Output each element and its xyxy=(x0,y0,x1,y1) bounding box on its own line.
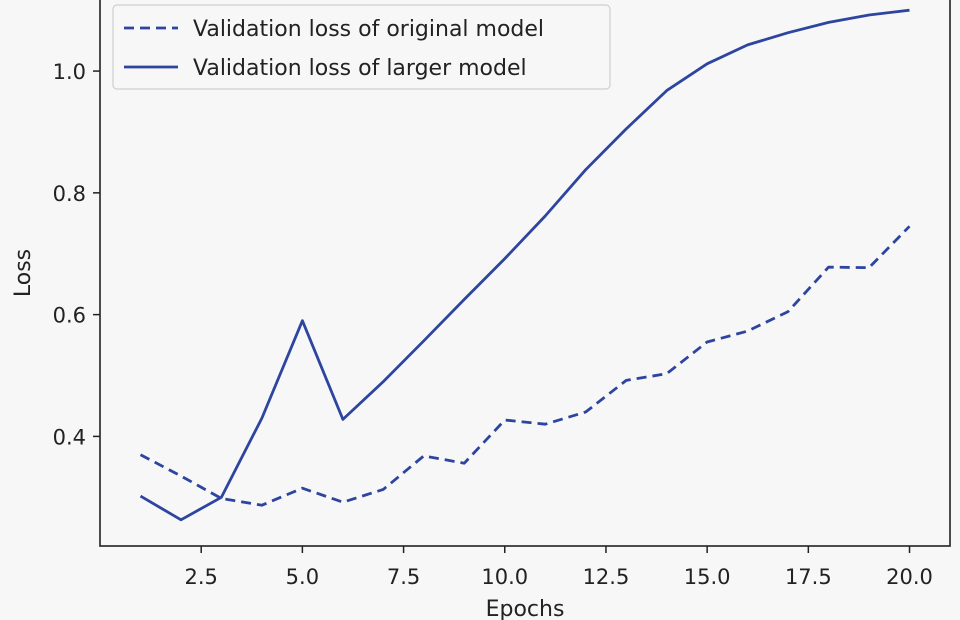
legend-label-larger: Validation loss of larger model xyxy=(193,56,527,81)
x-axis-label: Epochs xyxy=(486,597,565,620)
x-tick-label: 20.0 xyxy=(886,565,933,589)
plot-frame xyxy=(99,0,951,547)
y-tick-label: 0.4 xyxy=(53,425,86,449)
legend-label-original: Validation loss of original model xyxy=(193,17,544,42)
y-tick-label: 1.0 xyxy=(53,60,86,84)
y-tick-label: 0.8 xyxy=(53,182,86,206)
series-line-larger-model xyxy=(139,8,910,522)
x-tick-label: 12.5 xyxy=(583,565,630,589)
x-tick-label: 5.0 xyxy=(286,565,319,589)
x-tick-label: 2.5 xyxy=(184,565,217,589)
x-tick-label: 17.5 xyxy=(785,565,832,589)
y-tick-label: 0.6 xyxy=(53,304,86,328)
x-tick-label: 10.0 xyxy=(481,565,528,589)
y-axis-label: Loss xyxy=(11,249,36,297)
legend: Validation loss of original model Valida… xyxy=(112,4,611,90)
x-tick-label: 7.5 xyxy=(387,565,420,589)
series-line-original-model xyxy=(139,225,911,507)
y-axis: 0.4 0.6 0.8 1.0 xyxy=(53,60,100,449)
series-layer xyxy=(139,8,911,522)
x-tick-label: 15.0 xyxy=(684,565,731,589)
legend-box xyxy=(112,4,611,90)
x-axis: 2.5 5.0 7.5 10.0 12.5 15.0 17.5 20.0 xyxy=(184,546,933,589)
